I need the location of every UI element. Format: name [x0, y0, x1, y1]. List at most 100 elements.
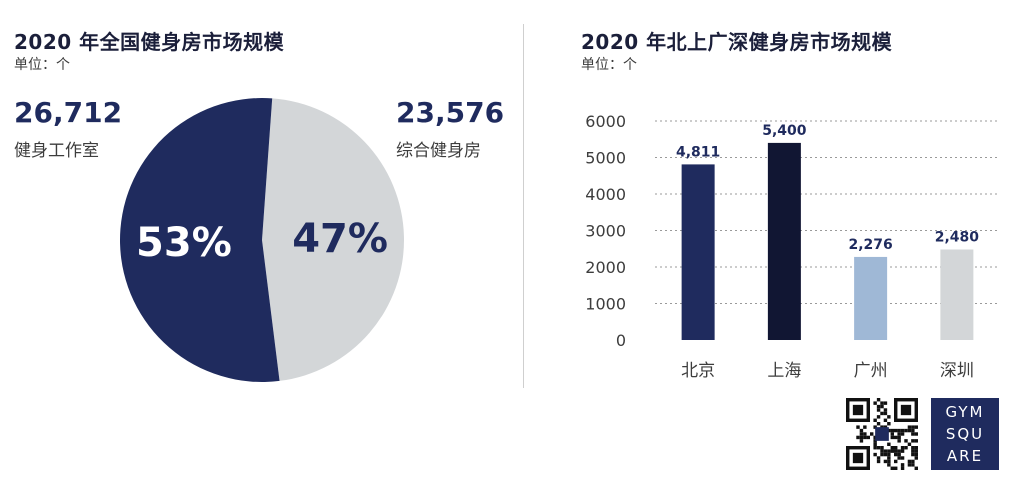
qr-module — [890, 449, 894, 453]
qr-module — [911, 463, 915, 467]
qr-module — [880, 411, 884, 416]
qr-module — [859, 439, 864, 443]
qr-module — [859, 432, 864, 436]
qr-module — [876, 415, 881, 419]
qr-module — [914, 466, 918, 470]
qr-module — [897, 449, 901, 453]
qr-module — [876, 404, 881, 409]
bar — [854, 256, 888, 340]
studio-value: 26,712 — [14, 96, 123, 129]
qr-finder-core — [852, 404, 864, 416]
bar-value-label: 5,400 — [762, 123, 807, 139]
qr-module — [876, 398, 881, 402]
qr-module — [873, 446, 877, 450]
gym-label: 综合健身房 — [396, 141, 481, 161]
qr-module — [890, 435, 894, 440]
qr-module — [870, 432, 874, 436]
logo-line: GYM — [945, 403, 985, 421]
qr-module — [880, 446, 884, 450]
qr-module — [883, 418, 888, 422]
qr-module — [873, 452, 877, 457]
x-category-label: 北京 — [681, 361, 715, 381]
qr-module — [880, 401, 884, 405]
qr-module — [897, 439, 901, 443]
qr-module — [890, 446, 894, 450]
qr-module — [883, 411, 888, 416]
qr-module — [900, 466, 905, 470]
bar — [940, 249, 974, 340]
qr-module — [907, 463, 912, 467]
qr-module — [897, 435, 901, 440]
pie-unit: 单位：个 — [14, 57, 70, 73]
qr-module — [880, 449, 884, 453]
y-tick-label: 5000 — [585, 149, 626, 168]
pie-percent-label: 53% — [136, 220, 232, 266]
qr-module — [859, 435, 864, 440]
qr-module — [894, 449, 898, 453]
gymsquare-logo: GYM SQU ARE — [931, 398, 999, 470]
bar-value-label: 2,480 — [935, 229, 980, 245]
qr-module — [907, 459, 912, 464]
qr-module — [856, 435, 860, 440]
qr-module — [863, 432, 867, 436]
qr-module — [883, 425, 888, 429]
bar — [681, 164, 715, 340]
qr-module — [890, 428, 894, 433]
qr-module — [873, 418, 877, 422]
qr-module — [880, 404, 884, 409]
x-category-label: 深圳 — [940, 361, 974, 381]
qr-module — [863, 435, 867, 440]
qr-module — [911, 446, 915, 450]
qr-module — [911, 425, 915, 429]
qr-module — [911, 449, 915, 453]
qr-module — [873, 439, 877, 443]
qr-module — [914, 439, 918, 443]
qr-module — [914, 456, 918, 460]
qr-module — [890, 432, 894, 436]
qr-module — [897, 428, 901, 433]
y-tick-label: 0 — [616, 331, 626, 350]
qr-module — [911, 428, 915, 433]
qr-module — [894, 446, 898, 450]
qr-finder-core — [900, 404, 912, 416]
qr-module — [887, 449, 891, 453]
qr-module — [894, 452, 898, 457]
qr-module — [907, 425, 912, 429]
qr-center-mark — [875, 427, 889, 441]
qr-module — [904, 439, 908, 443]
qr-module — [894, 435, 898, 440]
qr-module — [876, 456, 881, 460]
y-tick-label: 3000 — [585, 222, 626, 241]
qr-module — [866, 435, 870, 440]
qr-module — [876, 422, 881, 426]
qr-module — [894, 459, 898, 464]
qr-finder-core — [852, 452, 864, 464]
qr-module — [894, 428, 898, 433]
qr-module — [914, 452, 918, 457]
qr-module — [876, 459, 881, 464]
y-tick-label: 1000 — [585, 295, 626, 314]
qr-module — [887, 422, 891, 426]
qr-module — [914, 449, 918, 453]
qr-module — [887, 415, 891, 419]
qr-module — [887, 463, 891, 467]
pie-title: 2020 年全国健身房市场规模 — [14, 30, 285, 54]
x-category-label: 上海 — [767, 361, 801, 381]
qr-module — [876, 408, 881, 412]
qr-module — [914, 432, 918, 436]
qr-module — [911, 432, 915, 436]
qr-module — [911, 459, 915, 464]
y-tick-label: 2000 — [585, 258, 626, 277]
bar-title: 2020 年北上广深健身房市场规模 — [581, 30, 893, 54]
qr-module — [900, 449, 905, 453]
qr-module — [900, 456, 905, 460]
qr-module — [887, 442, 891, 446]
qr-module — [883, 449, 888, 453]
bar-unit: 单位：个 — [581, 57, 637, 73]
qr-module — [897, 456, 901, 460]
qr-module — [883, 401, 888, 405]
y-tick-label: 6000 — [585, 112, 626, 131]
pie-percent-label: 47% — [292, 216, 388, 262]
qr-module — [907, 428, 912, 433]
